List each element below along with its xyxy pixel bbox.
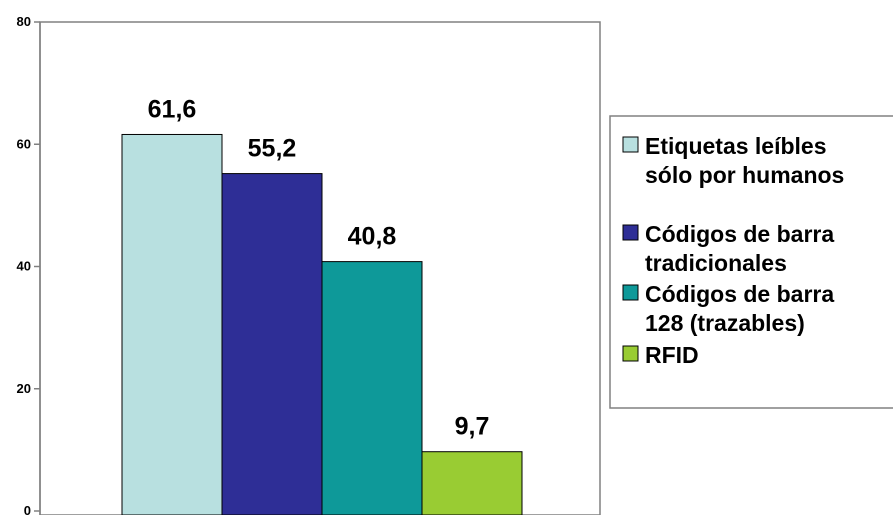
data-label: 55,2 — [248, 135, 297, 163]
bar — [221, 173, 323, 515]
data-labels: 61,6 55,2 40,8 9,7 — [148, 95, 490, 440]
y-axis-ticks: 0 20 40 60 80 — [17, 14, 40, 515]
legend-box — [609, 115, 893, 409]
legend-label: Códigos de barra — [645, 281, 834, 307]
bar — [321, 261, 423, 515]
y-tick-label: 80 — [17, 14, 31, 29]
data-label: 9,7 — [455, 413, 490, 441]
y-tick-label: 20 — [17, 381, 31, 396]
data-label: 61,6 — [148, 95, 197, 123]
legend-swatch — [622, 345, 639, 362]
data-label: 40,8 — [348, 223, 397, 251]
y-tick-label: 0 — [24, 503, 31, 515]
y-tick-label: 60 — [17, 136, 31, 151]
legend-label: tradicionales — [645, 250, 787, 276]
legend-label: sólo por humanos — [645, 162, 844, 188]
legend-label: 128 (trazables) — [645, 310, 805, 336]
legend-label: RFID — [645, 342, 699, 368]
bar — [421, 451, 523, 515]
legend-swatch — [622, 284, 639, 301]
legend-label: Códigos de barra — [645, 221, 834, 247]
legend-label: Etiquetas leíbles — [645, 133, 827, 159]
y-tick-label: 40 — [17, 259, 31, 274]
bars — [121, 133, 523, 515]
legend: Etiquetas leíbles sólo por humanos Códigos… — [609, 115, 893, 409]
legend-swatch — [622, 224, 639, 241]
legend-swatch — [622, 136, 639, 153]
bar — [121, 133, 223, 515]
